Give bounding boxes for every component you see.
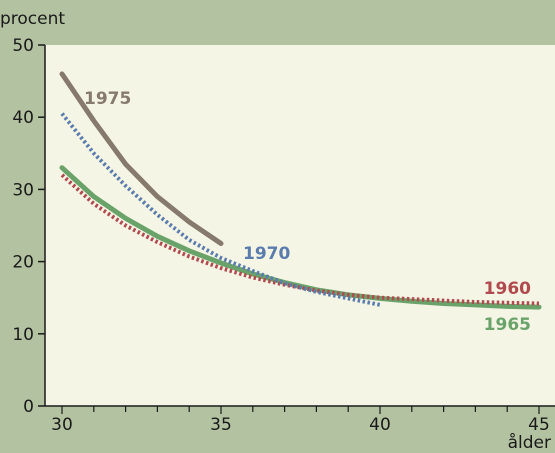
y-tick-label: 20	[12, 253, 34, 273]
series-label-1975: 1975	[84, 89, 131, 109]
y-tick-label: 40	[12, 108, 34, 128]
series-group	[59, 71, 542, 310]
y-tick-label: 50	[12, 36, 34, 56]
y-tick-label: 0	[23, 397, 34, 417]
series-label-1960: 1960	[484, 279, 531, 299]
series-1970-line	[60, 112, 381, 307]
x-tick-label: 30	[51, 415, 73, 435]
x-axis-label: ålder	[508, 432, 551, 453]
series-label-1970: 1970	[243, 244, 290, 264]
x-tick-label: 40	[369, 415, 391, 435]
y-tick-label: 10	[12, 325, 34, 345]
axes: 0 10 20 30 40 50 30 35 40 45	[12, 36, 555, 435]
series-labels: 1975 1970 1965 1960	[84, 89, 531, 335]
series-1975-line	[59, 71, 224, 246]
y-axis-label: procent	[0, 9, 65, 29]
x-tick-label: 45	[528, 415, 550, 435]
plot-area	[45, 45, 555, 406]
x-tick-label: 35	[210, 415, 232, 435]
series-label-1965: 1965	[484, 315, 531, 335]
y-tick-label: 30	[12, 180, 34, 200]
